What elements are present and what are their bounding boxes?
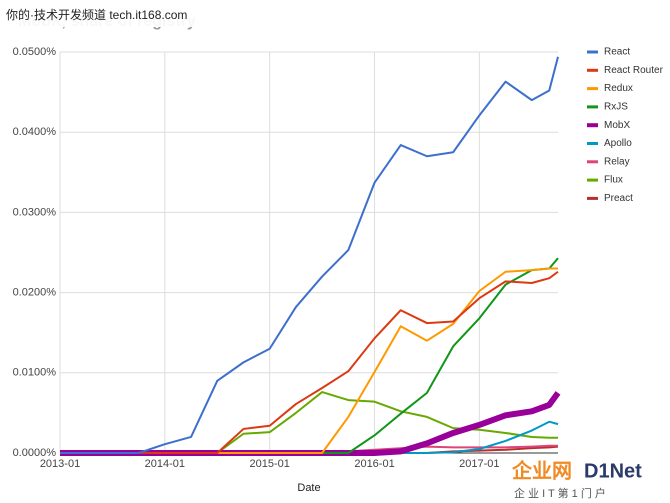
logo-brand: D1Net bbox=[584, 460, 642, 482]
legend-label: RxJS bbox=[604, 102, 628, 113]
legend-label: Flux bbox=[604, 175, 623, 186]
x-tick-label: 2013-01 bbox=[40, 458, 80, 470]
y-tick-label: 0.0000% bbox=[13, 447, 57, 459]
watermark: 你的·技术开发频道 tech.it168.com bbox=[6, 7, 187, 22]
logo-tagline: 企 业 I T 第 1 门 户 bbox=[514, 486, 606, 500]
legend-label: Apollo bbox=[604, 138, 632, 149]
x-tick-label: 2016-01 bbox=[354, 458, 394, 470]
x-axis-label: Date bbox=[297, 482, 320, 494]
watermark-bg bbox=[0, 5, 212, 27]
series-line bbox=[60, 270, 559, 454]
x-tick-label: 2017-01 bbox=[459, 458, 499, 470]
legend-label: React bbox=[604, 47, 630, 58]
series-line bbox=[60, 56, 559, 454]
y-tick-label: 0.0500% bbox=[13, 46, 57, 58]
x-tick-label: 2015-01 bbox=[249, 458, 289, 470]
legend-label: Preact bbox=[604, 193, 633, 204]
legend-label: MobX bbox=[604, 120, 630, 131]
y-tick-label: 0.0300% bbox=[13, 206, 57, 218]
y-tick-label: 0.0100% bbox=[13, 367, 57, 379]
y-tick-label: 0.0200% bbox=[13, 287, 57, 299]
legend-label: Redux bbox=[604, 83, 633, 94]
legend-label: React Router bbox=[604, 65, 664, 76]
logo: 企业网 bbox=[511, 458, 572, 482]
legend-label: Relay bbox=[604, 156, 630, 167]
x-tick-label: 2014-01 bbox=[145, 458, 185, 470]
y-tick-label: 0.0400% bbox=[13, 126, 57, 138]
